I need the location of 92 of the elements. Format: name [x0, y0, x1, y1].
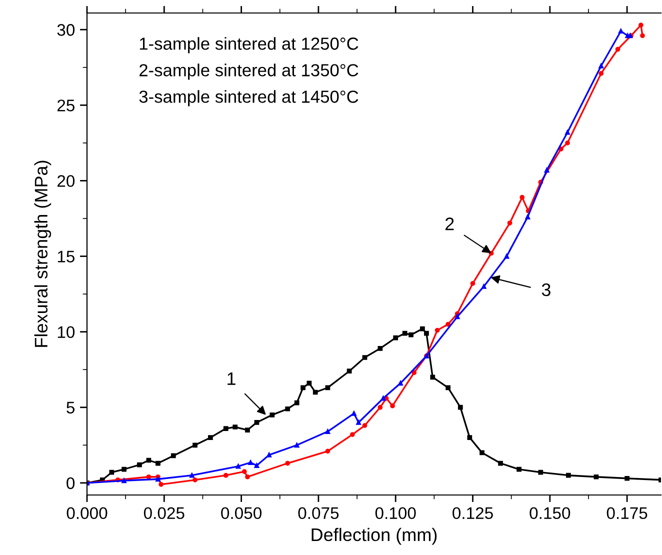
point — [558, 146, 564, 152]
annotation: 2-sample sintered at 1350°C — [140, 64, 358, 80]
point — [223, 472, 228, 478]
point — [458, 404, 463, 410]
y-tick-label: 25 — [57, 100, 74, 112]
y-tick-label: 20 — [57, 175, 75, 187]
point — [408, 332, 414, 338]
point — [325, 385, 330, 390]
point — [640, 33, 645, 38]
annotation: 1-sample sintered at 1250°C — [140, 37, 358, 54]
x-tick-label: 0.125 — [452, 507, 493, 520]
point — [137, 462, 142, 468]
point — [352, 410, 356, 416]
point — [412, 370, 417, 376]
point — [598, 63, 604, 68]
point — [362, 423, 368, 428]
y-tick-label: 0 — [66, 477, 75, 490]
point — [624, 476, 630, 481]
point — [516, 466, 522, 472]
point — [538, 470, 544, 475]
point — [146, 458, 152, 463]
y-axis-title: Flexural strength (MPa) — [34, 160, 52, 347]
point — [122, 466, 126, 472]
point — [245, 474, 250, 480]
point — [378, 346, 383, 351]
point — [446, 322, 450, 327]
point — [208, 435, 213, 440]
annotation: 1 — [228, 372, 236, 385]
annotation: 3 — [542, 283, 550, 296]
point — [192, 442, 198, 448]
point — [109, 470, 114, 475]
point — [254, 420, 260, 425]
point — [594, 474, 599, 480]
x-tick-label: 0.025 — [144, 507, 184, 520]
point — [170, 453, 176, 458]
point — [498, 460, 503, 466]
point — [242, 469, 247, 474]
point — [223, 426, 228, 431]
point — [346, 368, 352, 374]
x-tick-label: 0.150 — [530, 507, 570, 520]
x-tick-label: 0.050 — [221, 507, 262, 520]
point — [446, 385, 450, 390]
point — [402, 330, 408, 336]
x-tick-label: 0.000 — [66, 507, 108, 520]
point — [504, 254, 510, 259]
point — [424, 330, 429, 336]
point — [158, 482, 164, 487]
y-tick-label: 5 — [66, 402, 74, 414]
point — [434, 328, 440, 333]
point — [192, 477, 198, 482]
point — [312, 390, 318, 395]
point — [380, 396, 386, 401]
point — [300, 385, 306, 390]
point — [378, 404, 383, 410]
point — [507, 220, 512, 226]
point — [270, 412, 275, 418]
point — [480, 450, 484, 456]
point — [393, 335, 398, 340]
point — [615, 46, 620, 52]
point — [467, 435, 472, 440]
point — [598, 71, 604, 76]
y-tick-label: 30 — [57, 24, 75, 36]
x-tick-label: 0.075 — [298, 507, 339, 520]
point — [430, 374, 436, 380]
y-tick-label: 10 — [58, 326, 75, 338]
point — [362, 355, 368, 360]
point — [294, 400, 300, 406]
point — [566, 472, 571, 478]
point — [236, 464, 241, 469]
point — [470, 281, 476, 286]
point — [390, 403, 395, 408]
point — [306, 380, 312, 386]
x-axis-title: Deflection (mm) — [312, 528, 437, 545]
x-tick-label: 0.100 — [375, 507, 416, 520]
point — [325, 448, 330, 454]
point — [232, 424, 238, 430]
point — [189, 472, 194, 478]
point — [520, 194, 525, 200]
point — [156, 460, 160, 466]
point — [638, 22, 644, 28]
point — [350, 432, 355, 437]
point — [146, 474, 152, 480]
point — [420, 326, 425, 332]
annotation: 3-sample sintered at 1450°C — [139, 90, 358, 106]
annotation: 2 — [445, 218, 454, 230]
point — [285, 406, 290, 412]
point — [285, 460, 290, 466]
y-tick-label: 15 — [58, 250, 74, 262]
x-tick-label: 0.175 — [606, 507, 648, 520]
point — [245, 428, 250, 432]
point — [565, 140, 570, 146]
point — [565, 130, 570, 135]
